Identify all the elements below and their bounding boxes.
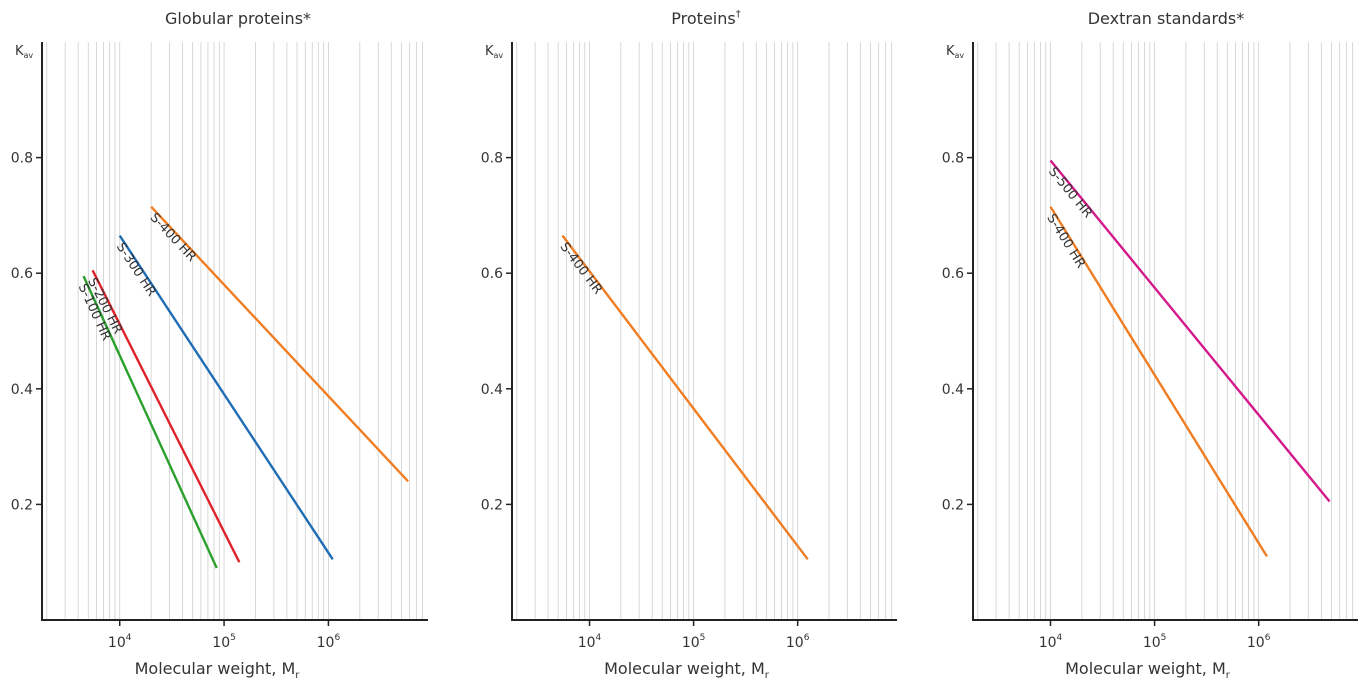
chart-title: Dextran standards* [1088, 9, 1245, 28]
x-tick-exponent: 6 [1265, 633, 1271, 643]
y-axis-label-sub: av [24, 51, 34, 60]
x-tick-base: 10 [578, 635, 596, 651]
x-tick-exponent: 5 [1161, 633, 1167, 643]
x-axis-label: Molecular weight, Mr [135, 659, 301, 681]
x-tick-base: 10 [212, 635, 230, 651]
x-tick-base: 10 [682, 635, 700, 651]
x-tick-label: 105 [212, 633, 236, 651]
x-tick-base: 10 [1039, 635, 1057, 651]
y-tick-label: 0.6 [942, 266, 964, 282]
chart-title-text: Proteins [671, 9, 735, 28]
x-axis-label: Molecular weight, Mr [604, 659, 770, 681]
x-axis-label: Molecular weight, Mr [1065, 659, 1231, 681]
x-tick-base: 10 [1247, 635, 1265, 651]
y-axis-label-sub: av [955, 51, 965, 60]
y-tick-label: 0.2 [942, 497, 964, 513]
y-axis-label: Kav [946, 44, 964, 60]
grid-lines [516, 42, 893, 620]
x-tick-label: 104 [1039, 633, 1063, 651]
series-label: S-400 HR [147, 210, 199, 265]
x-tick-label: 105 [1143, 633, 1167, 651]
x-axis-label-sub: r [765, 670, 770, 681]
x-axis-label-sub: r [295, 670, 300, 681]
y-axis-label-main: K [946, 44, 955, 59]
x-tick-label: 105 [682, 633, 706, 651]
y-tick-label: 0.2 [11, 497, 33, 513]
x-tick-label: 104 [578, 633, 602, 651]
chart-title-text: Dextran standards* [1088, 9, 1245, 28]
y-tick-label: 0.4 [481, 382, 503, 398]
y-tick-label: 0.2 [481, 497, 503, 513]
chart-title: Globular proteins* [165, 9, 311, 28]
series-label: S-400 HR [557, 240, 606, 297]
y-axis-label-main: K [485, 44, 494, 59]
chart-title-superscript: † [736, 9, 741, 20]
x-tick-exponent: 4 [126, 633, 132, 643]
y-axis-label: Kav [15, 44, 33, 60]
y-tick-label: 0.8 [942, 151, 964, 167]
chart-title-text: Globular proteins* [165, 9, 311, 28]
y-tick-label: 0.6 [11, 266, 33, 282]
x-tick-exponent: 6 [334, 633, 340, 643]
x-tick-base: 10 [1143, 635, 1161, 651]
x-axis-label-sub: r [1226, 670, 1231, 681]
chart-title: Proteins† [671, 9, 740, 28]
series-line [91, 269, 241, 563]
x-tick-base: 10 [108, 635, 126, 651]
series-line [561, 234, 809, 561]
x-tick-exponent: 5 [700, 633, 706, 643]
y-tick-label: 0.6 [481, 266, 503, 282]
series-line [150, 205, 409, 483]
x-axis-label-main: Molecular weight, M [1065, 659, 1226, 678]
x-tick-label: 106 [317, 633, 341, 651]
x-tick-label: 106 [1247, 633, 1271, 651]
x-tick-label: 106 [786, 633, 810, 651]
series-label: S-400 HR [1043, 212, 1088, 272]
x-tick-exponent: 5 [230, 633, 236, 643]
series-line [82, 275, 218, 569]
series-line [1049, 159, 1331, 503]
x-axis-label-main: Molecular weight, M [135, 659, 296, 678]
y-axis-label: Kav [485, 44, 503, 60]
y-axis-label-main: K [15, 44, 24, 59]
series-label: S-500 HR [1045, 165, 1095, 221]
x-tick-label: 104 [108, 633, 132, 651]
x-tick-exponent: 6 [804, 633, 810, 643]
y-tick-label: 0.8 [481, 151, 503, 167]
y-tick-label: 0.8 [11, 151, 33, 167]
x-axis-label-main: Molecular weight, M [604, 659, 765, 678]
y-tick-label: 0.4 [11, 382, 33, 398]
y-axis-label-sub: av [494, 51, 504, 60]
grid-lines [977, 42, 1354, 620]
y-tick-label: 0.4 [942, 382, 964, 398]
series-line [1049, 206, 1268, 558]
series-line [118, 234, 334, 560]
x-tick-exponent: 4 [596, 633, 602, 643]
x-tick-base: 10 [317, 635, 335, 651]
grid-lines [46, 42, 424, 620]
x-tick-exponent: 4 [1057, 633, 1063, 643]
x-tick-base: 10 [786, 635, 804, 651]
